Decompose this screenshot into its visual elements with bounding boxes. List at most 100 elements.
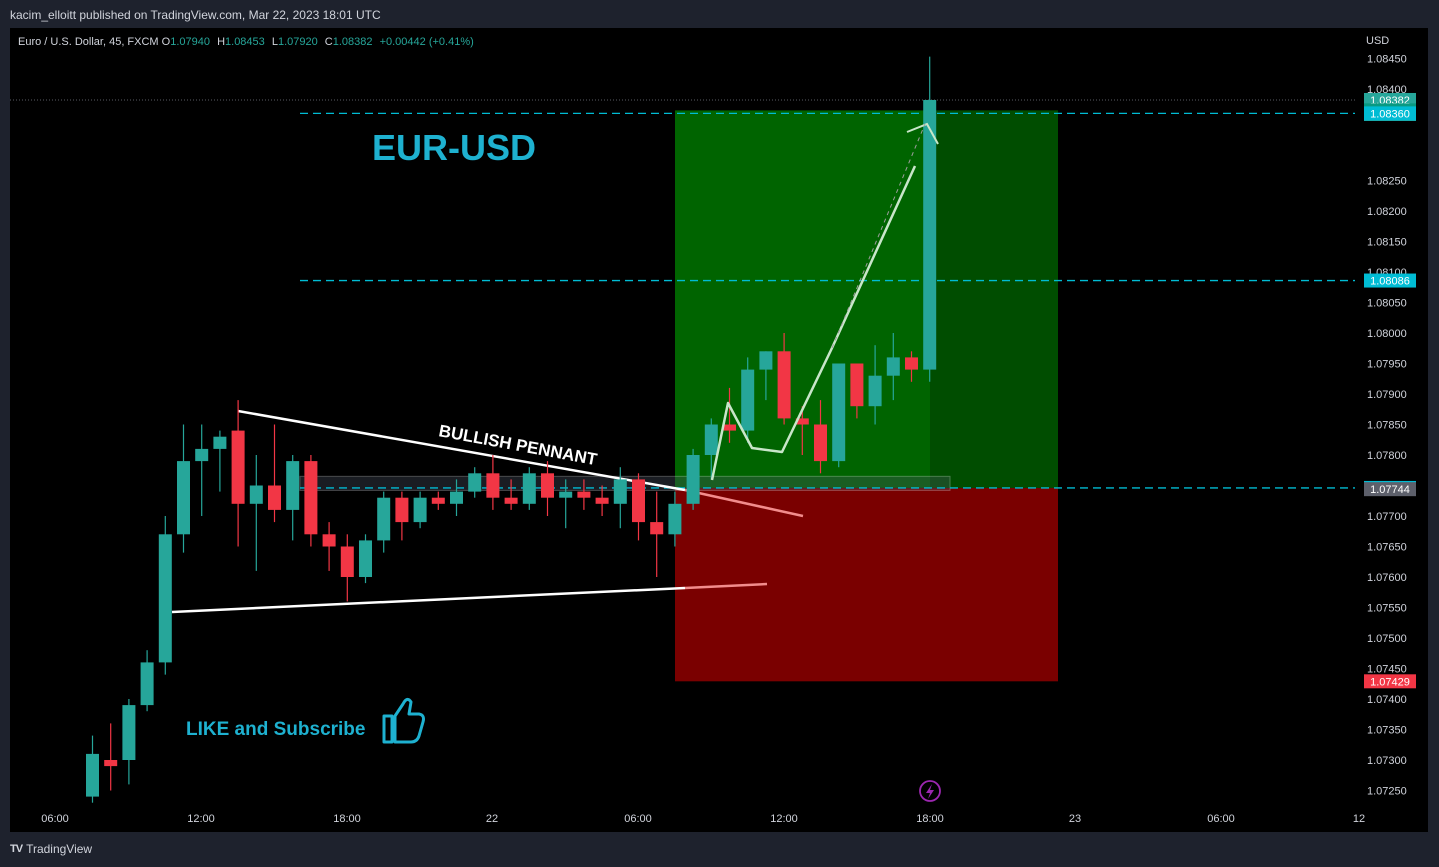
legend-low-label: L (271, 36, 278, 48)
footer-bar: TV TradingView (0, 832, 1439, 867)
candle-body (905, 357, 918, 370)
chart-area[interactable]: EUR-USD BULLISH PENNANT LIKE and Subscribe… (10, 28, 1428, 832)
candle-body (522, 473, 536, 504)
candle-body (686, 455, 700, 504)
candle-body (158, 534, 172, 663)
candle-body (86, 753, 99, 797)
candle-body (723, 424, 736, 431)
price-badge (1364, 482, 1416, 497)
y-tick-label: 1.07700 (1367, 511, 1407, 523)
candle-body (286, 461, 300, 510)
legend-open-label: O (161, 36, 171, 48)
y-tick-label: 1.07900 (1367, 389, 1407, 401)
y-tick-label: 1.07450 (1367, 664, 1407, 676)
candle-body (395, 497, 409, 523)
x-tick-label: 18:00 (916, 813, 944, 825)
y-tick-label: 1.08200 (1367, 206, 1407, 218)
thumbs-up-icon (382, 697, 425, 744)
candle-body (923, 99, 937, 370)
legend-open: 1.07940 (170, 36, 210, 48)
x-tick-label: 06:00 (41, 813, 69, 825)
symbol-legend: Euro / U.S. Dollar, 45, FXCM O1.07940 H1… (18, 36, 478, 48)
y-tick-label: 1.07300 (1367, 755, 1407, 767)
legend-high-label: H (217, 36, 226, 48)
tradingview-logo-icon: TV (10, 843, 23, 855)
candle-body (431, 497, 445, 504)
publisher-text: kacim_elloitt published on TradingView.c… (10, 8, 381, 22)
candle-body (650, 522, 664, 535)
price-badge-label: 1.08086 (1370, 276, 1410, 288)
y-tick-label: 1.07350 (1367, 725, 1407, 737)
legend-low: 1.07920 (277, 36, 318, 48)
candle-body (413, 497, 427, 523)
projection-arrow (906, 122, 939, 145)
x-tick-label: 12:00 (770, 813, 798, 825)
candle-body (704, 424, 718, 455)
y-tick-label: 1.07650 (1367, 542, 1407, 554)
candle-body (231, 430, 245, 504)
chart-title-annotation: EUR-USD (372, 127, 536, 168)
price-badge-label: 1.08360 (1370, 108, 1410, 120)
legend-high: 1.08453 (225, 36, 265, 48)
candle-body (668, 503, 682, 535)
candle-body (177, 461, 190, 535)
candle-body (122, 705, 136, 760)
candle-body (504, 497, 518, 504)
candle-body (195, 448, 209, 462)
y-tick-label: 1.07250 (1367, 786, 1407, 798)
y-tick-label: 1.07400 (1367, 694, 1407, 706)
price-badge (1364, 106, 1416, 121)
candle-body (541, 473, 554, 498)
candle-body (486, 473, 500, 498)
x-tick-label: 12 (1353, 813, 1365, 825)
x-tick-label: 06:00 (1207, 813, 1235, 825)
candle-body (559, 491, 573, 498)
x-tick-label: 23 (1069, 813, 1081, 825)
pennant-lower-ext (684, 582, 768, 590)
pattern-label: BULLISH PENNANT (437, 421, 599, 469)
candle-body (613, 479, 627, 504)
pennant-lower-line (171, 586, 686, 614)
candle-body (340, 546, 354, 577)
y-tick-label: 1.08150 (1367, 237, 1407, 249)
legend-close: 1.08382 (332, 36, 373, 48)
candle-body (359, 540, 372, 577)
legend-close-label: C (324, 36, 333, 48)
price-badge (1364, 273, 1416, 288)
projection-guide (831, 123, 926, 349)
pennant-upper-line (237, 409, 686, 492)
candle-body (814, 424, 827, 462)
pennant-upper-ext (684, 488, 804, 518)
y-tick-label: 1.08450 (1367, 54, 1407, 66)
candle-body (777, 351, 791, 419)
candle-body (213, 436, 227, 449)
y-tick-label: 1.07500 (1367, 633, 1407, 645)
y-tick-label: 1.07850 (1367, 420, 1407, 432)
candle-body (322, 534, 336, 547)
candle-body (741, 369, 755, 431)
candle-body (868, 375, 882, 407)
projection-path (710, 165, 917, 481)
cta-text: LIKE and Subscribe (186, 719, 365, 740)
y-tick-label: 1.08000 (1367, 328, 1407, 340)
legend-symbol: Euro / U.S. Dollar, 45, FXCM (18, 36, 159, 48)
candle-body (249, 485, 263, 504)
candle-body (450, 491, 463, 504)
lightning-icon (919, 780, 941, 802)
chart-svg[interactable]: EUR-USD BULLISH PENNANT LIKE and Subscribe… (10, 28, 1428, 832)
lightning-icon-bolt (926, 784, 934, 799)
price-badge-label: 1.07429 (1370, 676, 1410, 688)
publisher-bar: kacim_elloitt published on TradingView.c… (0, 0, 1439, 28)
x-tick-label: 18:00 (333, 813, 361, 825)
candle-body (795, 418, 809, 425)
candle-body (595, 497, 609, 504)
legend-change: +0.00442 (+0.41%) (379, 36, 474, 48)
y-tick-label: 1.07600 (1367, 572, 1407, 584)
candle-body (832, 363, 846, 462)
candle-body (268, 485, 281, 510)
candle-body (377, 497, 391, 541)
y-tick-label: 1.08250 (1367, 176, 1407, 188)
currency-label: USD (1366, 35, 1389, 47)
tradingview-logo[interactable]: TV TradingView (10, 842, 92, 856)
y-tick-label: 1.07950 (1367, 359, 1407, 371)
